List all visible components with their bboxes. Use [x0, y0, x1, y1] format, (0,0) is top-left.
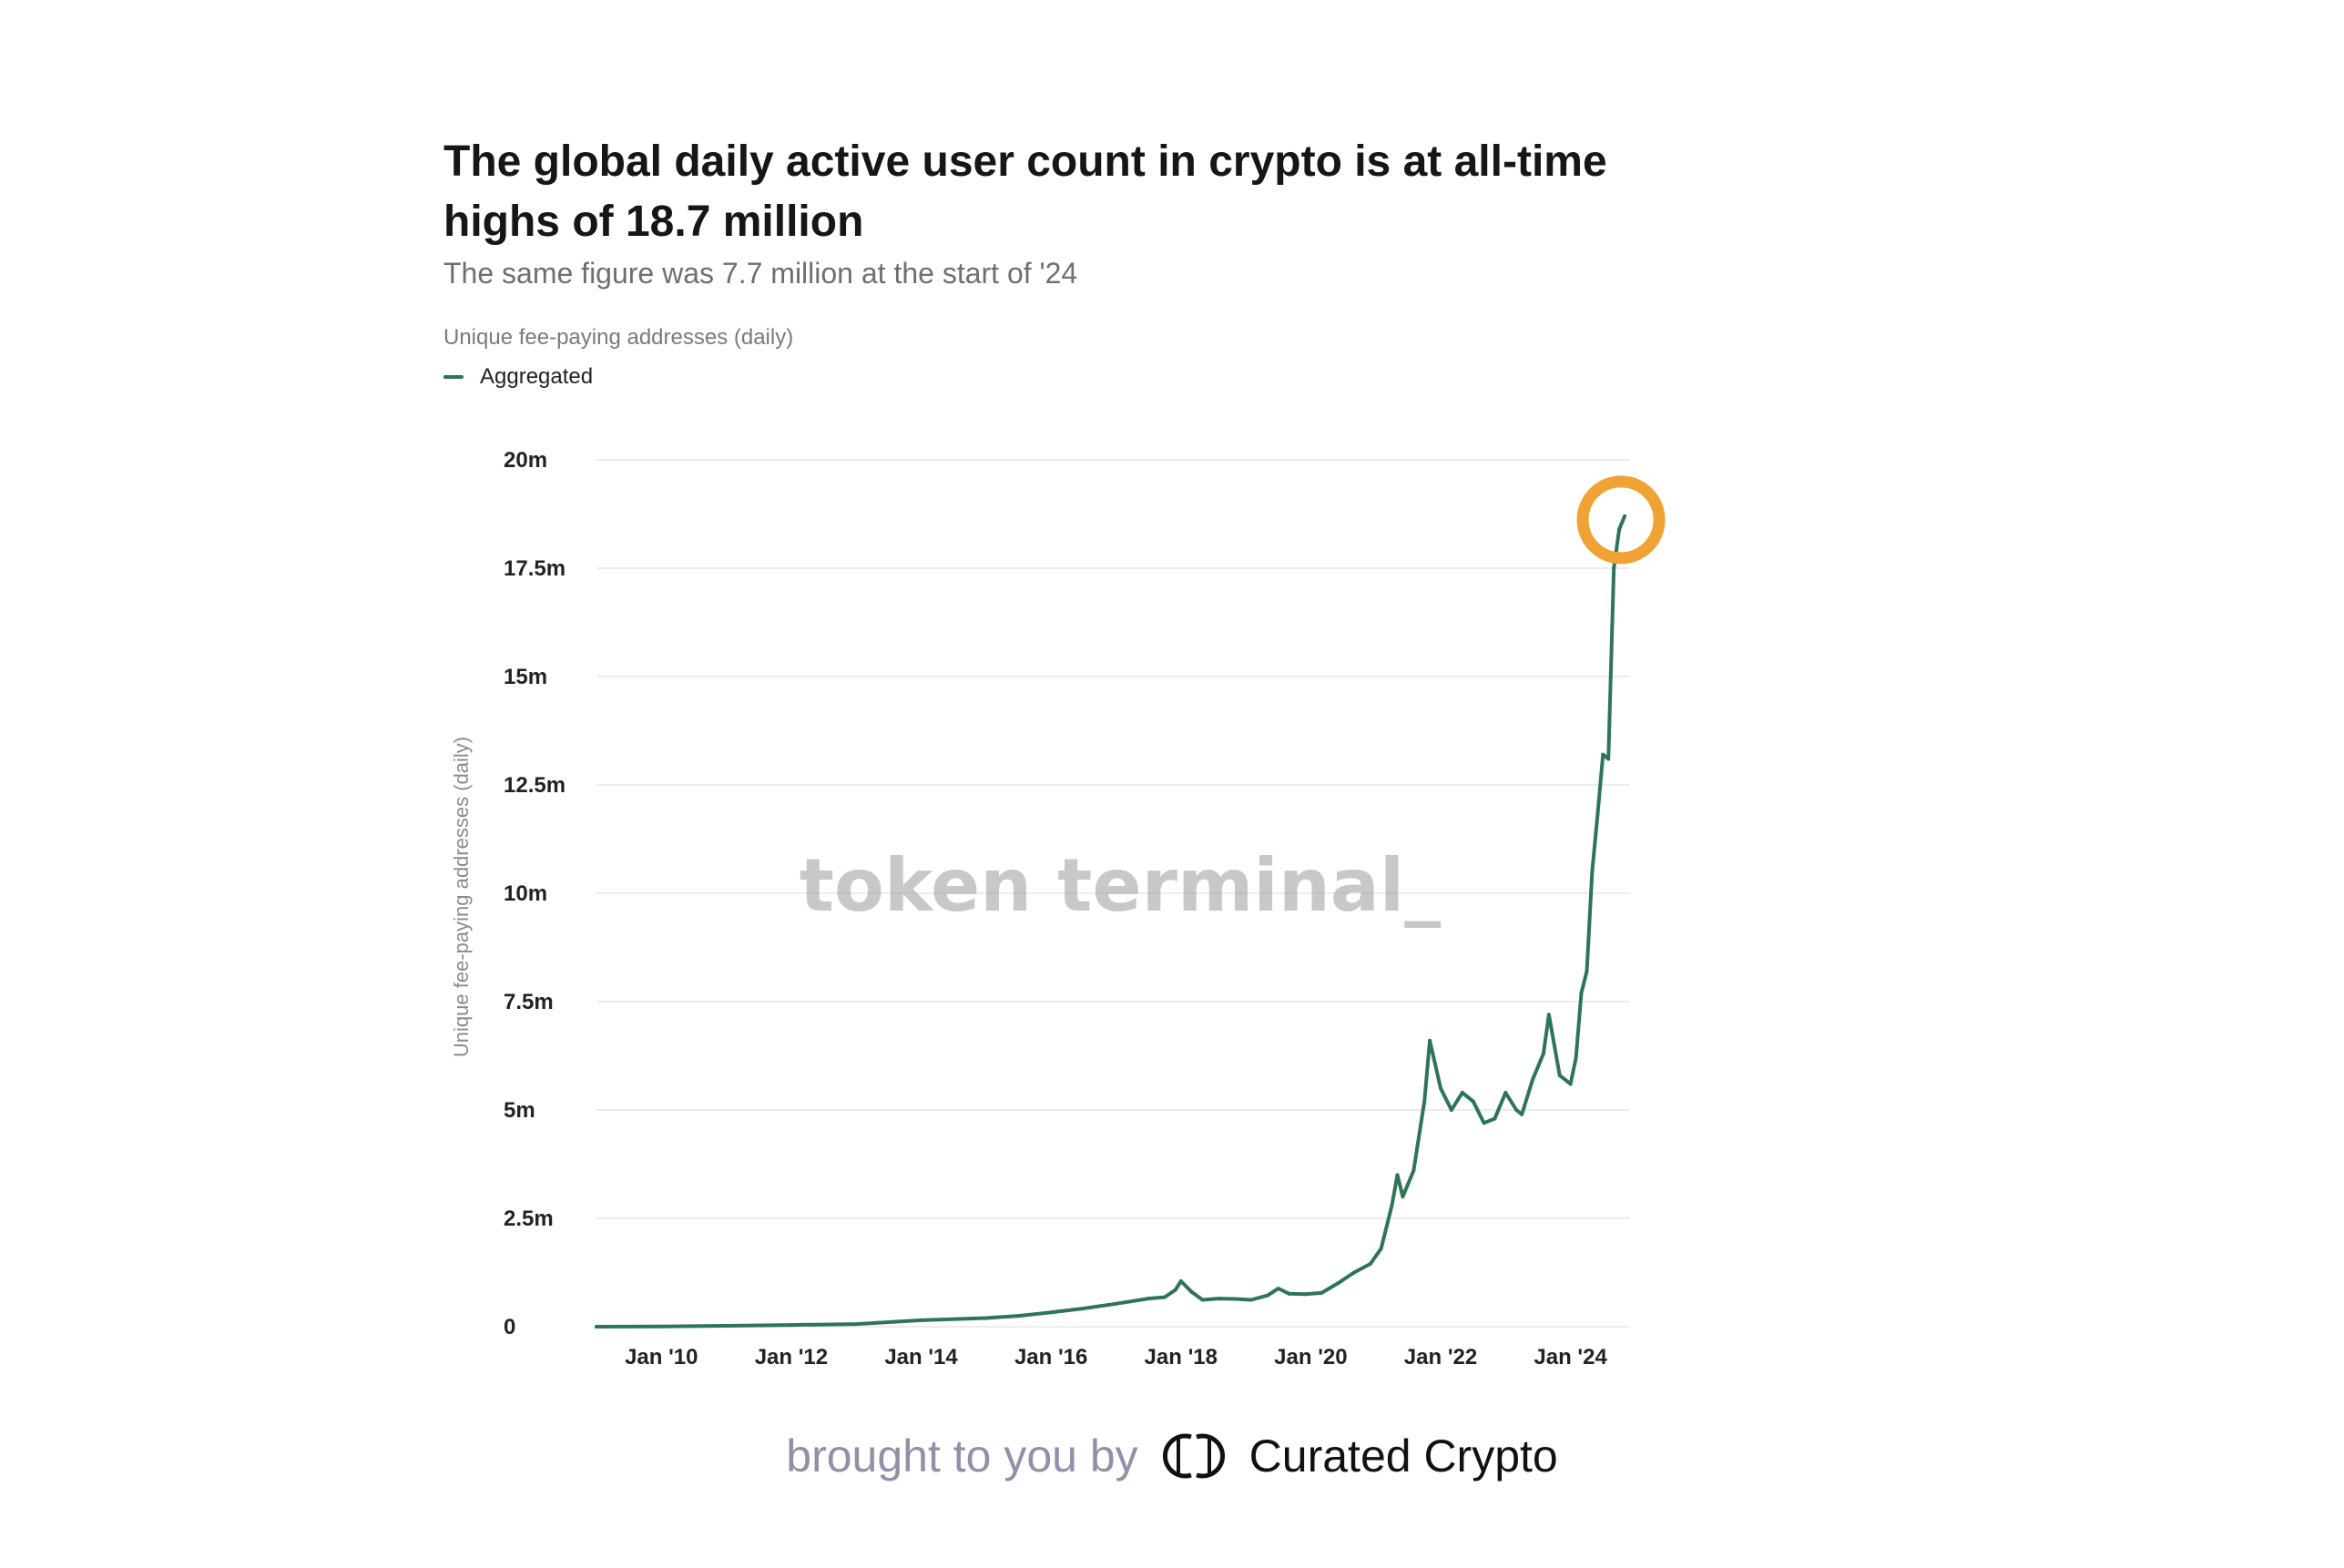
footer-credit: brought to you by Curated Crypto — [0, 1430, 2344, 1482]
data-point — [1303, 1292, 1308, 1297]
data-point — [983, 1316, 988, 1320]
y-tick-label: 7.5m — [504, 990, 554, 1014]
x-tick-label: Jan '14 — [884, 1345, 958, 1369]
chart-title: The global daily active user count in cr… — [443, 137, 1607, 246]
data-point — [1016, 1314, 1021, 1319]
data-point — [1617, 527, 1622, 532]
x-tick-label: Jan '16 — [1014, 1345, 1087, 1369]
x-tick-label: Jan '20 — [1274, 1345, 1347, 1369]
data-point — [1568, 1082, 1573, 1086]
cc-monogram-icon — [1162, 1430, 1226, 1482]
data-point — [1503, 1090, 1508, 1095]
chart-legend: Aggregated — [443, 364, 593, 390]
data-point — [1351, 1270, 1356, 1275]
data-point — [1428, 1038, 1432, 1043]
y-tick-label: 12.5m — [504, 773, 566, 798]
data-point — [1579, 991, 1584, 995]
y-tick-label: 15m — [504, 665, 547, 689]
x-axis-ticks: Jan '10 Jan '12 Jan '14 Jan '16 Jan '18 Jan '… — [625, 1345, 1607, 1369]
grid-lines — [596, 459, 1630, 1328]
data-point — [1482, 1121, 1486, 1125]
data-point — [919, 1318, 923, 1322]
data-point — [1595, 813, 1600, 818]
data-point — [1449, 1108, 1453, 1112]
legend-label-aggregated: Aggregated — [480, 364, 594, 389]
y-tick-label: 5m — [504, 1098, 535, 1123]
x-tick-label: Jan '10 — [625, 1345, 698, 1369]
data-point — [1379, 1247, 1383, 1251]
data-point — [1401, 1195, 1405, 1199]
data-point — [1514, 1108, 1519, 1112]
data-point — [1049, 1310, 1054, 1315]
data-point — [1612, 566, 1616, 570]
data-point — [595, 1325, 598, 1329]
data-point — [1606, 757, 1611, 761]
data-point — [1336, 1281, 1340, 1286]
data-point — [1081, 1307, 1085, 1311]
chart-subtitle: The same figure was 7.7 million at the s… — [443, 257, 1078, 290]
data-point — [1601, 752, 1605, 757]
data-point — [1590, 870, 1595, 874]
data-point — [1390, 1203, 1394, 1207]
data-points — [595, 514, 1627, 1329]
y-tick-label: 10m — [504, 881, 547, 906]
data-point — [1585, 969, 1589, 973]
highlight-circle — [1576, 475, 1666, 565]
data-point — [1460, 1090, 1464, 1095]
data-point — [1439, 1086, 1443, 1091]
data-point — [1276, 1287, 1280, 1291]
data-point — [1574, 1055, 1578, 1060]
metric-label: Unique fee-paying addresses (daily) — [443, 325, 794, 350]
footer-prefix: brought to you by — [786, 1431, 1138, 1481]
legend-swatch — [443, 375, 464, 379]
data-point — [1493, 1116, 1497, 1121]
data-point — [1265, 1293, 1269, 1298]
data-point — [1422, 1099, 1427, 1104]
data-point — [1531, 1077, 1535, 1082]
y-tick-label: 2.5m — [504, 1207, 554, 1231]
y-axis-ticks: 0 2.5m 5m 7.5m 10m 12.5m 15m 17.5m 20m — [504, 448, 566, 1339]
data-point — [1520, 1112, 1524, 1116]
x-tick-label: Jan '18 — [1145, 1345, 1218, 1369]
data-point — [1233, 1297, 1238, 1301]
data-point — [1147, 1297, 1151, 1301]
data-point — [1552, 1043, 1556, 1047]
data-point — [1557, 1073, 1562, 1077]
data-point — [1411, 1168, 1416, 1173]
data-point — [1189, 1289, 1194, 1294]
data-point — [854, 1322, 859, 1327]
data-point — [1287, 1291, 1291, 1296]
data-point — [1114, 1301, 1118, 1306]
data-point — [789, 1323, 793, 1328]
data-point — [724, 1324, 729, 1329]
data-point — [1541, 1052, 1545, 1056]
data-point — [1249, 1298, 1254, 1302]
data-point — [1178, 1279, 1183, 1284]
y-tick-label: 20m — [504, 448, 547, 473]
x-tick-label: Jan '12 — [755, 1345, 828, 1369]
data-point — [1173, 1288, 1177, 1292]
data-point — [659, 1324, 664, 1329]
data-point — [1546, 1013, 1551, 1017]
brand-name: Curated Crypto — [1248, 1431, 1558, 1481]
data-point — [1320, 1290, 1324, 1295]
watermark: token terminal_ — [800, 843, 1441, 928]
data-point — [1217, 1297, 1221, 1301]
x-tick-label: Jan '24 — [1534, 1345, 1607, 1369]
y-tick-label: 0 — [504, 1315, 515, 1339]
series-line-aggregated — [595, 514, 1627, 1329]
data-point — [1471, 1099, 1475, 1104]
data-point — [1368, 1261, 1372, 1266]
data-point — [1395, 1173, 1400, 1177]
x-tick-label: Jan '22 — [1404, 1345, 1477, 1369]
data-point — [1623, 514, 1627, 518]
y-tick-label: 17.5m — [504, 556, 566, 581]
y-axis-label: Unique fee-paying addresses (daily) — [450, 737, 473, 1057]
data-point — [1200, 1298, 1205, 1302]
data-point — [1162, 1295, 1167, 1299]
